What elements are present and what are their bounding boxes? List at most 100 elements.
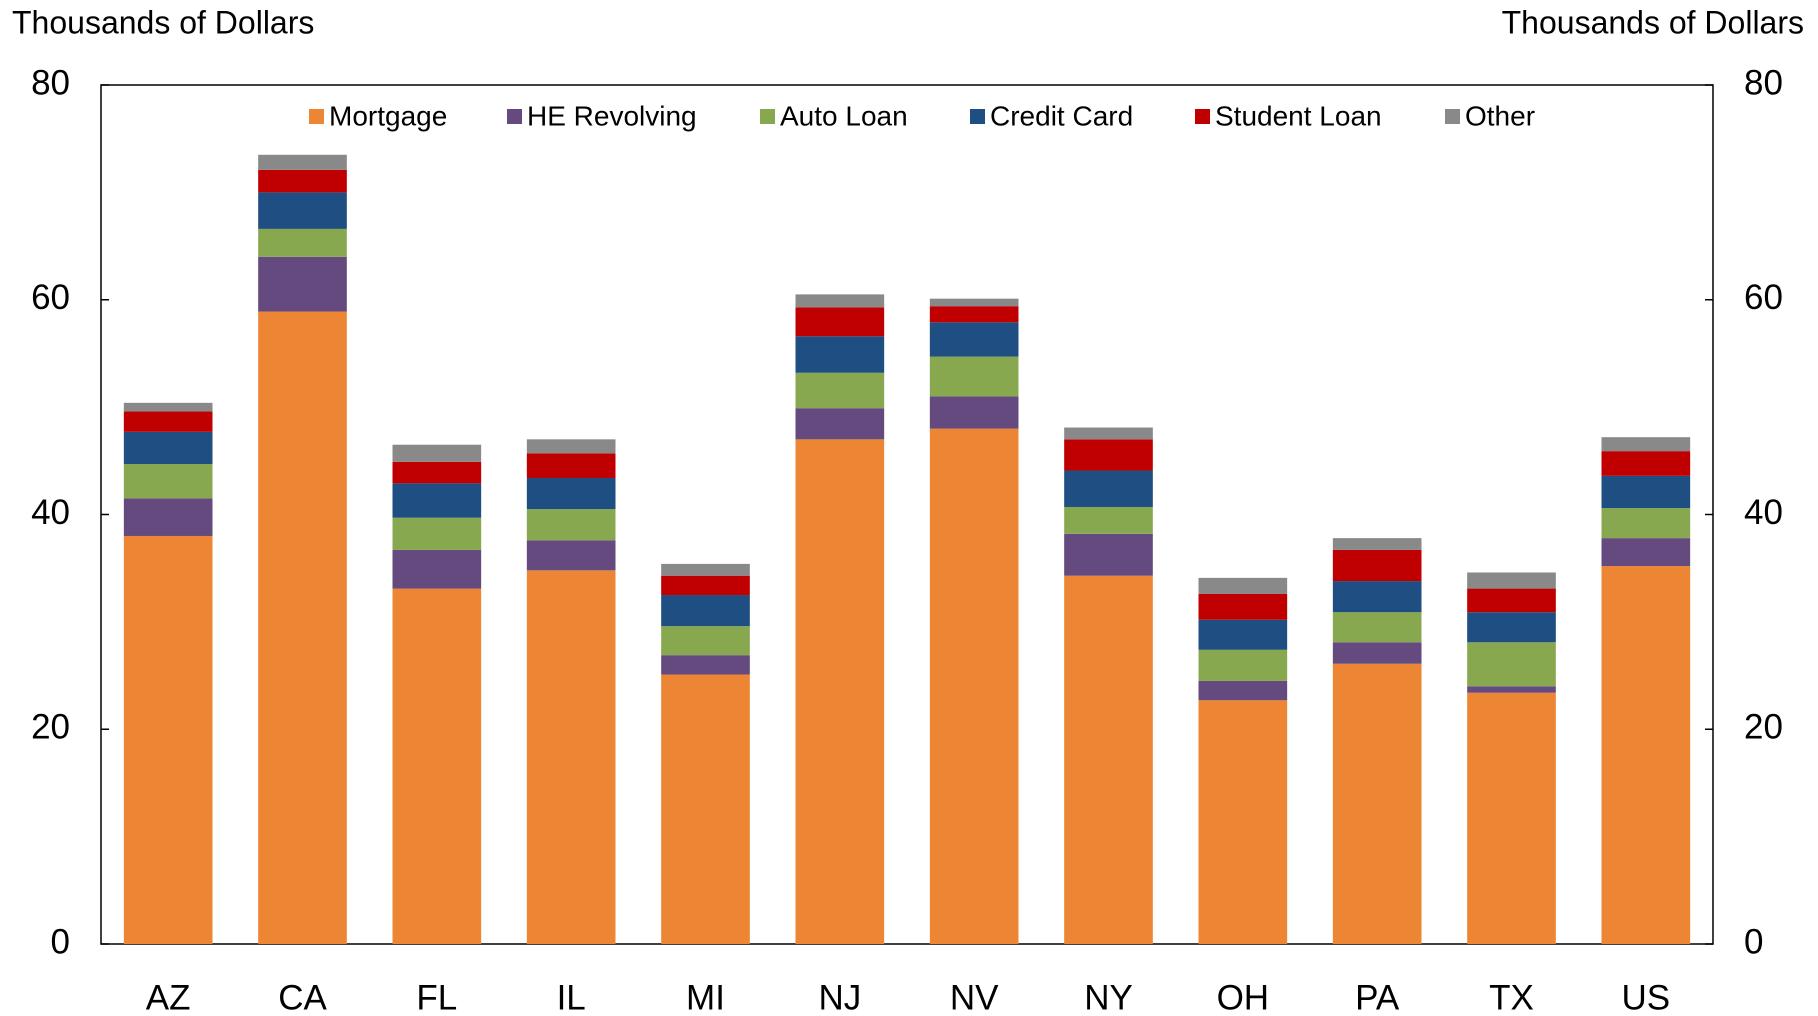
bar-segment bbox=[795, 307, 885, 337]
bar-segment bbox=[526, 453, 616, 478]
legend-swatch bbox=[1445, 109, 1460, 124]
bar-segment bbox=[1467, 572, 1556, 589]
bar-segment bbox=[123, 464, 213, 499]
bar-segment bbox=[1332, 642, 1422, 664]
bar-segment bbox=[1064, 470, 1153, 507]
bar-segment bbox=[1198, 593, 1288, 620]
bar-segment bbox=[1064, 533, 1153, 576]
y2-tick-label: 60 bbox=[1744, 278, 1783, 317]
bar-segment bbox=[661, 563, 750, 576]
bar-segment bbox=[526, 509, 616, 541]
bar-segment bbox=[929, 322, 1019, 357]
x-tick-label: MI bbox=[686, 978, 725, 1016]
bar-segment bbox=[1332, 581, 1422, 613]
legend-swatch bbox=[970, 109, 985, 124]
bar-segment bbox=[795, 294, 885, 308]
bar-segment bbox=[929, 356, 1019, 397]
x-tick-label: NJ bbox=[818, 978, 861, 1016]
x-tick-label: PA bbox=[1355, 978, 1400, 1016]
bar-segment bbox=[1332, 538, 1422, 550]
bar-segment bbox=[1467, 642, 1556, 687]
y-tick-label: 40 bbox=[31, 493, 70, 532]
bar-segment bbox=[526, 477, 616, 510]
bar-segment bbox=[258, 228, 347, 257]
bar-segment bbox=[1198, 680, 1288, 701]
legend-swatch bbox=[1195, 109, 1210, 124]
bar-segment bbox=[392, 517, 482, 550]
bar-segment bbox=[661, 626, 750, 656]
bar-segment bbox=[795, 408, 885, 440]
bar-segment bbox=[929, 306, 1019, 323]
bar-segment bbox=[1198, 700, 1288, 944]
bar-segment bbox=[1601, 437, 1691, 452]
bar-segment bbox=[1467, 692, 1556, 944]
bar-segment bbox=[1332, 663, 1422, 944]
bar-segment bbox=[929, 396, 1019, 429]
x-tick-label: CA bbox=[278, 978, 327, 1016]
bar-segment bbox=[258, 311, 347, 944]
bar-segment bbox=[1467, 612, 1556, 643]
bar-segment bbox=[392, 588, 482, 944]
bar-segment bbox=[1332, 549, 1422, 582]
bar-segment bbox=[123, 402, 213, 412]
bar-segment bbox=[795, 336, 885, 373]
bar-segment bbox=[1198, 649, 1288, 681]
legend-swatch bbox=[309, 109, 324, 124]
x-tick-label: FL bbox=[416, 978, 457, 1016]
bar-segment bbox=[1064, 439, 1153, 471]
bar-segment bbox=[1064, 575, 1153, 944]
bar-segment bbox=[795, 372, 885, 409]
y-tick-label: 80 bbox=[31, 63, 70, 102]
bar-segment bbox=[661, 575, 750, 596]
legend-label: Auto Loan bbox=[780, 100, 908, 131]
bar-segment bbox=[1601, 475, 1691, 509]
bar-segment bbox=[258, 154, 347, 170]
x-tick-label: AZ bbox=[146, 978, 191, 1016]
bar-segment bbox=[929, 298, 1019, 307]
y-tick-label: 0 bbox=[51, 922, 70, 961]
bar-segment bbox=[258, 256, 347, 312]
x-tick-label: IL bbox=[557, 978, 586, 1016]
bar-segment bbox=[1198, 577, 1288, 594]
x-tick-label: TX bbox=[1489, 978, 1534, 1016]
bar-segment bbox=[392, 444, 482, 462]
legend-label: Other bbox=[1465, 100, 1535, 131]
y2-axis-title: Thousands of Dollars bbox=[1502, 4, 1804, 40]
y2-tick-label: 80 bbox=[1744, 63, 1783, 102]
bar-segment bbox=[392, 483, 482, 518]
bar-segment bbox=[258, 169, 347, 193]
legend-label: Credit Card bbox=[990, 100, 1133, 131]
bar-segment bbox=[1064, 427, 1153, 440]
bar-segment bbox=[1467, 588, 1556, 613]
bar-segment bbox=[258, 192, 347, 229]
bar-segment bbox=[929, 428, 1019, 945]
bar-segment bbox=[123, 535, 213, 944]
bar-segment bbox=[1601, 508, 1691, 539]
bar-segment bbox=[392, 549, 482, 589]
legend-swatch bbox=[507, 109, 522, 124]
bar-segment bbox=[661, 674, 750, 944]
bar-segment bbox=[526, 439, 616, 454]
bar-segment bbox=[1064, 506, 1153, 534]
bar-segment bbox=[123, 411, 213, 432]
y-tick-label: 20 bbox=[31, 708, 70, 747]
x-tick-label: NV bbox=[950, 978, 999, 1016]
bar-segment bbox=[1332, 612, 1422, 643]
bar-segment bbox=[1601, 451, 1691, 476]
bar-segment bbox=[1601, 566, 1691, 944]
x-tick-label: US bbox=[1622, 978, 1671, 1016]
y-tick-label: 60 bbox=[31, 278, 70, 317]
bar-segment bbox=[661, 595, 750, 627]
bar-segment bbox=[661, 655, 750, 675]
legend-swatch bbox=[760, 109, 775, 124]
bar-segment bbox=[795, 439, 885, 944]
y2-tick-label: 40 bbox=[1744, 493, 1783, 532]
legend-label: HE Revolving bbox=[527, 100, 697, 131]
legend-label: Student Loan bbox=[1215, 100, 1382, 131]
y-axis-title: Thousands of Dollars bbox=[12, 4, 314, 40]
bar-segment bbox=[123, 498, 213, 536]
bar-segment bbox=[526, 540, 616, 571]
legend-label: Mortgage bbox=[329, 100, 447, 131]
bar-segment bbox=[123, 431, 213, 465]
